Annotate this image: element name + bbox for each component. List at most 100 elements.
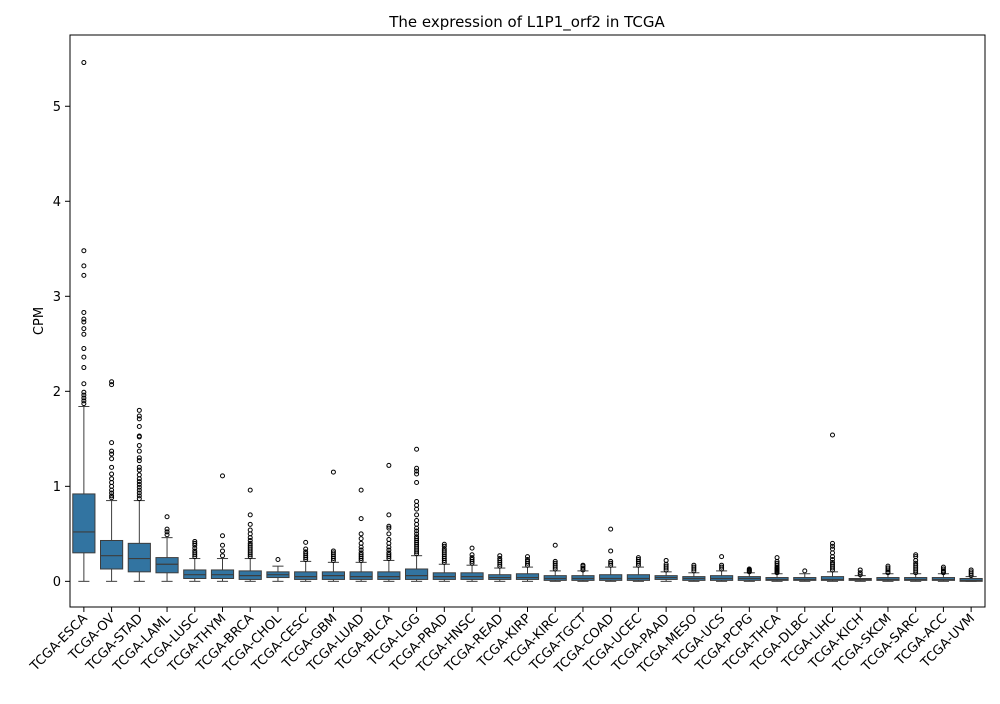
outlier-point [164,529,170,535]
outlier-point [81,60,87,66]
outlier-point [386,537,392,543]
outlier-point [913,552,919,558]
outlier-point [830,561,835,567]
outlier-point [81,263,87,269]
outlier-point [774,555,780,561]
outlier-point [414,512,420,518]
outlier-point [192,548,198,554]
outlier-point [414,499,420,505]
outlier-point [386,531,392,537]
outlier-point [857,567,863,573]
outlier-point [414,465,420,471]
outlier-point [81,319,87,325]
outlier-point [220,553,225,559]
outlier-point [774,560,780,566]
chart-title: The expression of L1P1_orf2 in TCGA [388,13,665,32]
outlier-point [469,556,475,562]
outlier-point [968,569,974,575]
outlier-point [358,487,364,493]
outlier-point [136,448,142,454]
box-iqr [377,571,401,580]
outlier-point [414,528,420,534]
outlier-point [81,398,87,404]
outlier-point [330,550,336,556]
outlier-point [386,547,392,553]
outlier-point [414,468,420,474]
outlier-point [220,548,225,554]
box-iqr [820,576,845,581]
box-iqr [294,571,318,580]
y-tick-label: 0 [53,575,61,590]
outlier-point [802,568,808,574]
outlier-point [691,564,697,570]
outlier-point [81,316,87,322]
outlier-point [109,451,115,457]
outlier-point [81,395,87,401]
outlier-point [220,542,225,548]
outlier-point [164,532,170,538]
outlier-point [136,442,142,448]
outlier-point [275,556,281,562]
y-axis-label: CPM [32,307,47,335]
outlier-point [358,552,364,558]
outlier-point [136,467,142,473]
outlier-point [830,543,835,549]
outlier-point [109,440,115,446]
outlier-point [109,495,115,501]
outlier-point [608,548,614,554]
outlier-point [386,550,392,556]
outlier-point [109,493,115,499]
outlier-point [109,476,115,482]
outlier-point [81,392,87,398]
outlier-point [247,521,253,527]
outlier-point [136,416,142,422]
outlier-point [414,536,420,542]
outlier-point [469,552,475,558]
outlier-point [386,512,392,518]
outlier-point [635,556,641,562]
outlier-point [109,490,115,496]
outlier-point [109,448,115,454]
box-iqr [515,573,540,580]
outlier-point [386,525,392,531]
box-iqr [155,557,179,574]
outlier-point [136,496,142,502]
plot-area: TCGA-ESCATCGA-OVTCGA-STADTCGA-LAMLTCGA-L… [27,34,986,677]
outlier-point [247,487,253,493]
outlier-point [81,248,87,254]
outlier-point [635,555,641,561]
outlier-point [497,557,503,563]
outlier-point [830,540,835,546]
outlier-point [136,481,142,487]
outlier-point [469,545,475,551]
outlier-point [691,562,697,568]
outlier-point [81,326,87,332]
outlier-point [81,331,87,337]
outlier-point [940,566,946,572]
outlier-point [552,558,558,564]
outlier-point [109,379,115,385]
outlier-point [497,556,503,562]
outlier-point [136,433,142,439]
outlier-point [164,526,170,532]
outlier-point [109,456,115,462]
outlier-point [414,534,420,540]
outlier-point [303,546,309,552]
outlier-point [136,479,142,485]
outlier-point [414,480,420,486]
outlier-point [414,531,420,537]
outlier-point [968,567,974,573]
y-tick-label: 1 [53,480,61,495]
outlier-point [358,540,364,546]
box-iqr [349,571,373,580]
outlier-point [830,556,835,562]
outlier-point [136,464,142,470]
outlier-point [220,473,225,479]
box-iqr [100,539,124,570]
outlier-point [136,484,142,490]
outlier-point [303,539,309,545]
outlier-point [247,537,253,543]
outlier-point [441,541,447,547]
